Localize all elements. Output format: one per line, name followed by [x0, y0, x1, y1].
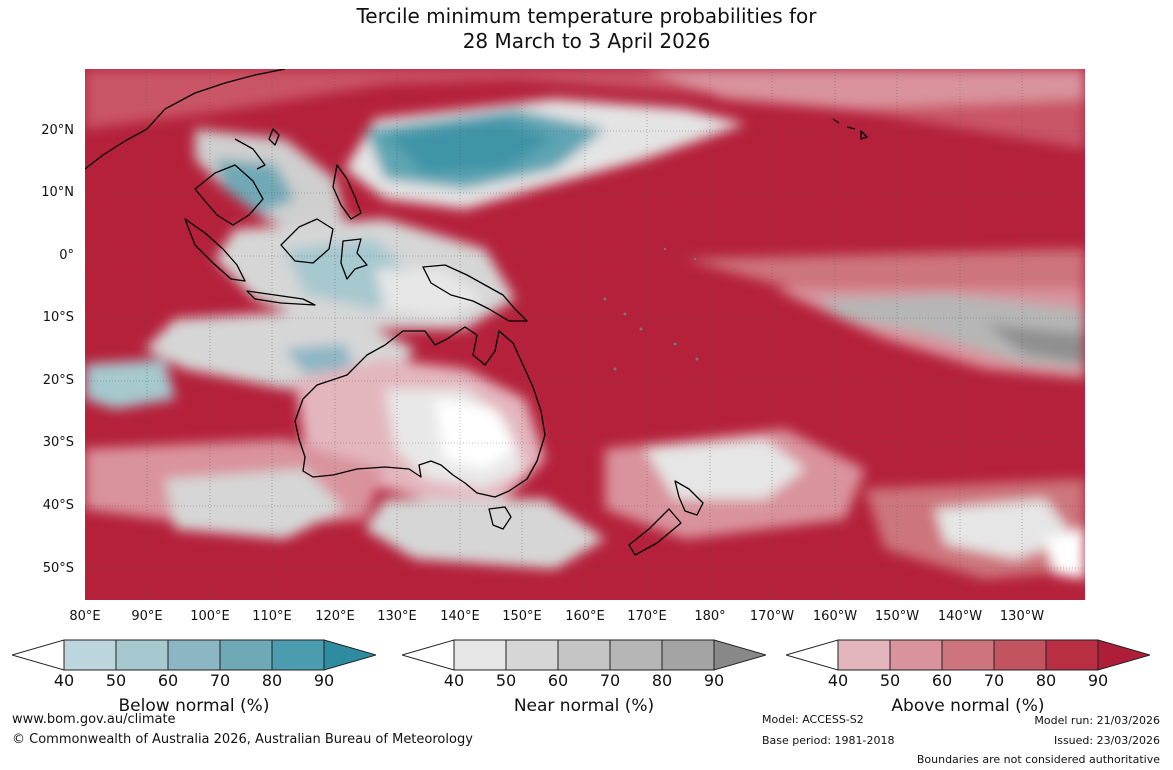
- near-tick-70: 70: [599, 671, 621, 690]
- colorbar-below-segment-1: [115, 639, 169, 671]
- colorbar-above-segment-4: [1045, 639, 1099, 671]
- coastlines: [85, 69, 868, 556]
- footer-disclaimer: Boundaries are not considered authoritat…: [916, 753, 1160, 766]
- colorbar-below-segment-0: [63, 639, 117, 671]
- above-tick-80: 80: [1035, 671, 1057, 690]
- below-tick-70: 70: [209, 671, 231, 690]
- colorbar-near-title: Near normal (%): [513, 696, 655, 716]
- above-tick-70: 70: [983, 671, 1005, 690]
- colorbar-near-normal: [402, 639, 766, 671]
- near-tick-50: 50: [495, 671, 517, 690]
- probability-map: [85, 69, 1085, 600]
- below-tick-60: 60: [157, 671, 179, 690]
- lat-label-20n: 20°N: [41, 123, 74, 138]
- below-tick-90: 90: [313, 671, 335, 690]
- new-zealand-coast: [674, 480, 704, 516]
- lat-label-50s: 50°S: [42, 561, 74, 576]
- colorbar-below-title: Below normal (%): [118, 696, 270, 716]
- probability-field: [85, 69, 1085, 579]
- sulawesi-coast: [340, 238, 368, 280]
- lat-label-20s: 20°S: [42, 373, 74, 388]
- asia-coast: [85, 69, 286, 170]
- lon-label-160w: 160°W: [812, 609, 858, 624]
- lon-label-80e: 80°E: [69, 609, 101, 624]
- java-coast: [246, 290, 316, 306]
- colorbar-below-segment-4: [271, 639, 325, 671]
- lon-label-170w: 170°W: [749, 609, 795, 624]
- new-guinea-coast: [422, 264, 528, 322]
- above-tick-40: 40: [827, 671, 849, 690]
- colorbar-near-svg: [402, 639, 766, 671]
- colorbar-below-svg: [12, 639, 376, 671]
- colorbar-near-extend: [713, 639, 766, 671]
- colorbar-above-segment-0: [837, 639, 891, 671]
- philippines-coast: [332, 164, 362, 220]
- lon-label-170e: 170°E: [627, 609, 667, 624]
- above-tick-50: 50: [879, 671, 901, 690]
- colorbar-near-segment-3: [609, 639, 663, 671]
- lon-label-140e: 140°E: [440, 609, 480, 624]
- lon-label-160e: 160°E: [565, 609, 605, 624]
- above-tick-90: 90: [1087, 671, 1109, 690]
- lon-label-180: 180°: [694, 609, 726, 624]
- tasmania-coast: [488, 506, 512, 530]
- near-tick-90: 90: [703, 671, 725, 690]
- lat-label-40s: 40°S: [42, 498, 74, 513]
- above-tick-60: 60: [931, 671, 953, 690]
- near-tick-40: 40: [443, 671, 465, 690]
- australia-coast: [294, 326, 546, 498]
- pacific-islands: [603, 247, 737, 371]
- lon-label-100e: 100°E: [190, 609, 230, 624]
- colorbar-below-extend: [323, 639, 376, 671]
- lon-label-120e: 120°E: [315, 609, 355, 624]
- colorbar-above-segment-1: [889, 639, 943, 671]
- footer-issued: Issued: 23/03/2026: [1053, 734, 1160, 747]
- colorbar-above-title: Above normal (%): [891, 696, 1045, 716]
- footer-url[interactable]: www.bom.gov.au/climate: [12, 712, 176, 727]
- map-title: Tercile minimum temperature probabilitie…: [0, 4, 1173, 54]
- lon-label-130w: 130°W: [999, 609, 1045, 624]
- colorbar-above-segment-2: [941, 639, 995, 671]
- borneo-coast: [280, 218, 334, 264]
- lon-label-140w: 140°W: [937, 609, 983, 624]
- colorbar-above-segment-3: [993, 639, 1047, 671]
- lon-label-110e: 110°E: [252, 609, 292, 624]
- lon-label-130e: 130°E: [377, 609, 417, 624]
- footer-model: Model: ACCESS-S2: [762, 713, 864, 726]
- near-tick-80: 80: [651, 671, 673, 690]
- colorbar-below-segment-3: [219, 639, 273, 671]
- below-tick-40: 40: [53, 671, 75, 690]
- colorbar-near-segment-1: [505, 639, 559, 671]
- lon-label-90e: 90°E: [131, 609, 163, 624]
- lat-label-10n: 10°N: [41, 185, 74, 200]
- footer-model-run: Model run: 21/03/2026: [1034, 714, 1160, 727]
- footer-base-period: Base period: 1981-2018: [762, 734, 895, 747]
- map-canvas: [85, 69, 1085, 600]
- lon-label-150e: 150°E: [502, 609, 542, 624]
- title-line-2: 28 March to 3 April 2026: [462, 29, 711, 53]
- footer-copyright: © Commonwealth of Australia 2026, Austra…: [12, 732, 473, 747]
- colorbar-below-normal: [12, 639, 376, 671]
- lat-label-30s: 30°S: [42, 435, 74, 450]
- colorbar-above-normal: [786, 639, 1150, 671]
- below-tick-80: 80: [261, 671, 283, 690]
- colorbar-near-segment-2: [557, 639, 611, 671]
- colorbar-above-extend: [1097, 639, 1150, 671]
- colorbar-near-segment-0: [453, 639, 507, 671]
- lon-label-150w: 150°W: [874, 609, 920, 624]
- lat-label-10s: 10°S: [42, 310, 74, 325]
- colorbar-above-svg: [786, 639, 1150, 671]
- sumatra-coast: [184, 218, 246, 282]
- colorbar-below-segment-2: [167, 639, 221, 671]
- below-tick-50: 50: [105, 671, 127, 690]
- colorbar-near-segment-4: [661, 639, 715, 671]
- near-tick-60: 60: [547, 671, 569, 690]
- lat-label-0: 0°: [59, 248, 74, 263]
- title-line-1: Tercile minimum temperature probabilitie…: [356, 4, 817, 28]
